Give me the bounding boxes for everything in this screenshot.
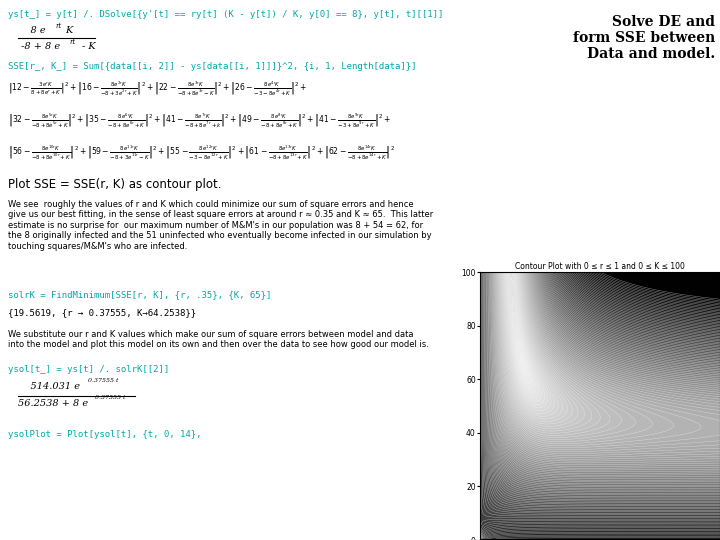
Text: SSE[r_, K_] = Sum[{data[[i, 2]] - ys[data[[i, 1]]]}^2, {i, 1, Length[data]}]: SSE[r_, K_] = Sum[{data[[i, 2]] - ys[dat…	[8, 62, 416, 71]
Text: 0.37555 t: 0.37555 t	[95, 395, 125, 400]
Text: We substitute our r and K values which make our sum of square errors between mod: We substitute our r and K values which m…	[8, 330, 429, 349]
Text: K: K	[65, 26, 72, 35]
Text: $\left|56-\frac{8e^{10r}K}{-8+8e^{10r}+K}\right|^2+\left|59-\frac{8e^{11r}K}{-8+: $\left|56-\frac{8e^{10r}K}{-8+8e^{10r}+K…	[8, 144, 395, 162]
Text: We see  roughly the values of r and K which could minimize our sum of square err: We see roughly the values of r and K whi…	[8, 200, 433, 251]
Text: - K: - K	[82, 42, 96, 51]
Text: {19.5619, {r → 0.37555, K→64.2538}}: {19.5619, {r → 0.37555, K→64.2538}}	[8, 308, 196, 317]
Text: rt: rt	[55, 22, 61, 30]
Text: ys[t_] = y[t] /. DSolve[{y'[t] == ry[t] (K - y[t]) / K, y[0] == 8}, y[t], t][[1]: ys[t_] = y[t] /. DSolve[{y'[t] == ry[t] …	[8, 10, 444, 19]
Text: Plot SSE = SSE(r, K) as contour plot.: Plot SSE = SSE(r, K) as contour plot.	[8, 178, 222, 191]
Text: 8 e: 8 e	[18, 26, 45, 35]
Text: Solve DE and
form SSE between
Data and model.: Solve DE and form SSE between Data and m…	[572, 15, 715, 62]
Text: ysol[t_] = ys[t] /. solrK[[2]]: ysol[t_] = ys[t] /. solrK[[2]]	[8, 365, 169, 374]
Text: $\left|32-\frac{8e^{5r}K}{-8+8e^{5r}+K}\right|^2+\left|35-\frac{8e^{6r}K}{-8+8e^: $\left|32-\frac{8e^{5r}K}{-8+8e^{5r}+K}\…	[8, 112, 391, 130]
Text: 514.031 e: 514.031 e	[18, 382, 80, 391]
Text: ysolPlot = Plot[ysol[t], {t, 0, 14},: ysolPlot = Plot[ysol[t], {t, 0, 14},	[8, 430, 202, 439]
Text: 56.2538 + 8 e: 56.2538 + 8 e	[18, 399, 88, 408]
Text: -8 + 8 e: -8 + 8 e	[18, 42, 60, 51]
Text: $\left|12-\frac{3e^rK}{8+8e^r+K}\right|^2+\left|16-\frac{8e^{2r}K}{-8+3e^{2r}+K}: $\left|12-\frac{3e^rK}{8+8e^r+K}\right|^…	[8, 80, 307, 98]
Text: 0.37555 t: 0.37555 t	[88, 378, 119, 383]
Title: Contour Plot with 0 ≤ r ≤ 1 and 0 ≤ K ≤ 100: Contour Plot with 0 ≤ r ≤ 1 and 0 ≤ K ≤ …	[515, 262, 685, 271]
Text: rt: rt	[70, 38, 76, 46]
Text: solrK = FindMinimum[SSE[r, K], {r, .35}, {K, 65}]: solrK = FindMinimum[SSE[r, K], {r, .35},…	[8, 290, 271, 299]
